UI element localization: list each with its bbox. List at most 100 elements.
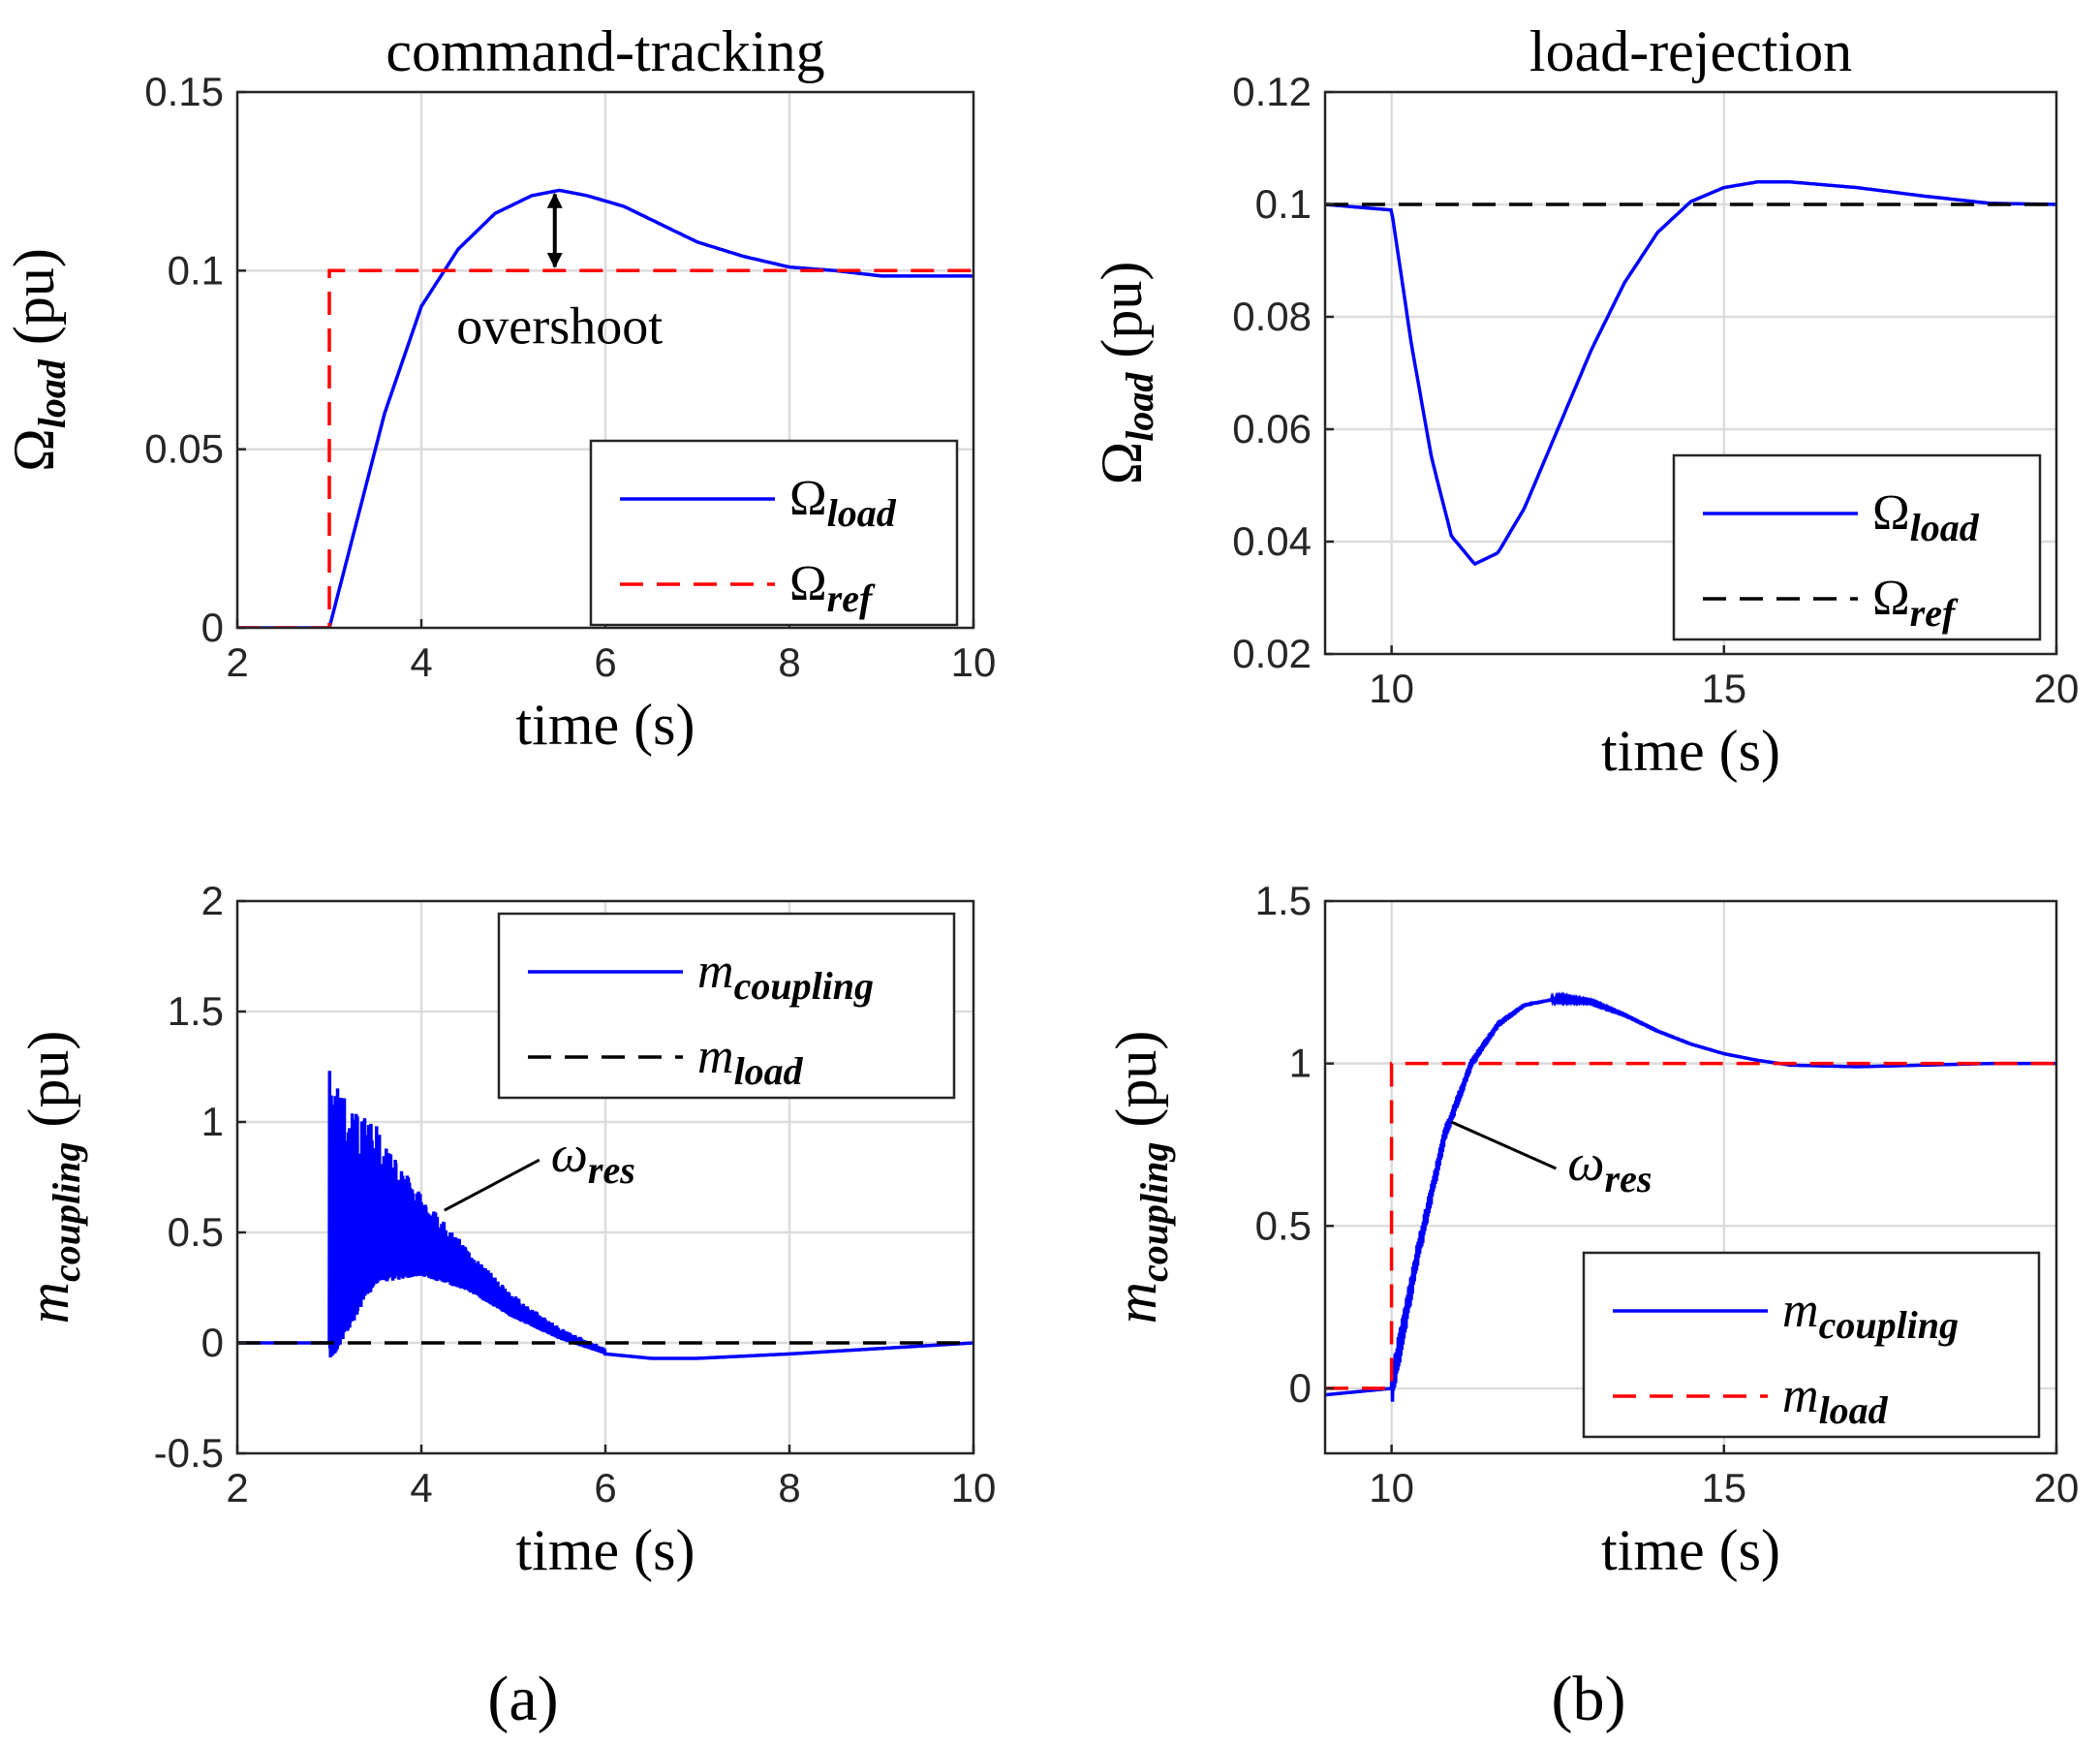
plot-area xyxy=(1325,180,2056,567)
resonance-pointer xyxy=(444,1158,540,1212)
x-tick-label-1: 15 xyxy=(1701,1465,1746,1510)
y-axis-label-unit: (pu) xyxy=(1104,1031,1168,1142)
y-tick-label-0: 0.02 xyxy=(1232,631,1312,676)
x-tick-label-4: 10 xyxy=(951,1465,997,1510)
legend-entry-main: Ω xyxy=(789,471,827,526)
x-tick-label-1: 15 xyxy=(1701,666,1746,711)
x-tick-label-1: 4 xyxy=(410,1465,432,1510)
y-axis-label-main: Ω xyxy=(1090,442,1154,485)
axes-frame xyxy=(1323,899,2058,1455)
axes-frame xyxy=(1323,90,2058,656)
y-axis-label: mcoupling (pu) xyxy=(1104,1031,1176,1324)
resonance-pointer xyxy=(1450,1120,1558,1170)
y-axis-label-sub: load xyxy=(1118,372,1161,442)
command-tracking-speed-chart: 2 4 6 8 10 0 0.05 0.1 0.15 time (s) Ωload (pu) comm… xyxy=(2,19,996,757)
x-axis-label: time (s) xyxy=(1601,1518,1780,1582)
panel-label-b: (b) xyxy=(1552,1664,1626,1734)
legend-entry-sub: load xyxy=(1910,506,1980,549)
legend-entry-main: m xyxy=(697,944,734,999)
y-axis-label-unit: (pu) xyxy=(2,248,66,359)
y-axis-label: mcoupling (pu) xyxy=(16,1031,88,1324)
legend-box xyxy=(1582,1251,2041,1439)
legend-entry-sub: load xyxy=(734,1049,804,1093)
x-tick-label-1: 4 xyxy=(410,639,432,685)
legend-box xyxy=(1672,453,2042,641)
y-axis-label-sub: coupling xyxy=(45,1142,88,1282)
y-tick-label-4: 1.5 xyxy=(168,988,224,1034)
overshoot-label: overshoot xyxy=(456,296,663,355)
plot-area xyxy=(1325,991,2056,1402)
x-tick-label-0: 10 xyxy=(1369,1465,1414,1510)
series-line-load xyxy=(237,188,973,628)
legend-entry-main: m xyxy=(1782,1368,1819,1423)
legend-entry-sub: load xyxy=(827,491,897,535)
y-axis-label-main: Ω xyxy=(2,428,66,472)
resonance-label-main: ω xyxy=(551,1125,588,1183)
legend-entry-ref: Ωref xyxy=(789,556,876,620)
y-axis-label-sub: coupling xyxy=(1132,1142,1176,1282)
resonance-label-sub: res xyxy=(588,1148,635,1192)
legend-entry-main: m xyxy=(1782,1283,1819,1338)
series-line-load xyxy=(1325,1061,2056,1390)
y-tick-label-1: 0.05 xyxy=(144,426,224,472)
legend-entry-main: Ω xyxy=(1872,571,1910,626)
x-tick-label-0: 10 xyxy=(1369,666,1414,711)
y-tick-label-2: 0.06 xyxy=(1232,406,1312,452)
y-tick-label-1: 0 xyxy=(201,1320,224,1365)
x-tick-label-2: 6 xyxy=(594,1465,616,1510)
y-tick-label-2: 0.1 xyxy=(168,247,224,293)
legend-entry-load: Ωload xyxy=(1872,485,1980,549)
x-tick-label-2: 20 xyxy=(2034,1465,2080,1510)
y-axis-label: Ωload (pu) xyxy=(2,248,74,472)
legend-entry-main: Ω xyxy=(1872,485,1910,541)
legend-box xyxy=(589,439,959,627)
x-axis-label: time (s) xyxy=(516,1518,695,1582)
chart-title: command-tracking xyxy=(386,19,824,83)
legend-entry-load: Ωload xyxy=(789,471,897,535)
y-tick-label-3: 1 xyxy=(201,1099,224,1144)
load-rejection-speed-chart: 10 15 20 0.02 0.04 0.06 0.08 0.1 0.12 time (s) Ωlo… xyxy=(1090,19,2079,783)
y-tick-label-3: 0.15 xyxy=(144,69,224,114)
x-axis-label: time (s) xyxy=(1601,719,1780,783)
y-axis-label-sub: load xyxy=(30,358,74,428)
legend-entry-ref: Ωref xyxy=(1872,571,1959,635)
y-axis-label-main: m xyxy=(16,1282,80,1324)
legend-entry-load: mload xyxy=(697,1029,804,1093)
panel-label-a: (a) xyxy=(487,1664,558,1734)
y-tick-label-5: 0.12 xyxy=(1232,69,1312,114)
plot-area xyxy=(237,1071,973,1360)
y-tick-label-5: 2 xyxy=(201,878,224,923)
y-axis-label-unit: (pu) xyxy=(16,1031,80,1142)
legend-box xyxy=(497,912,956,1100)
legend-entry-sub: coupling xyxy=(1819,1303,1959,1347)
x-tick-label-2: 6 xyxy=(594,639,616,685)
y-tick-label-0: 0 xyxy=(1289,1365,1312,1411)
legend-entry-coupling: mcoupling xyxy=(1782,1283,1959,1347)
resonance-label-sub: res xyxy=(1605,1157,1652,1200)
y-tick-label-4: 0.1 xyxy=(1255,181,1312,227)
x-tick-label-2: 20 xyxy=(2034,666,2080,711)
series-line-load xyxy=(1325,180,2056,567)
y-tick-label-3: 1.5 xyxy=(1255,878,1312,923)
legend-entry-sub: ref xyxy=(1910,591,1959,635)
legend-entry-main: Ω xyxy=(789,556,827,611)
legend-entry-sub: coupling xyxy=(734,964,874,1008)
x-tick-label-0: 2 xyxy=(226,1465,248,1510)
resonance-label-main: ω xyxy=(1567,1134,1604,1192)
y-tick-label-0: 0 xyxy=(201,605,224,650)
x-tick-label-3: 8 xyxy=(778,1465,800,1510)
y-tick-label-0: -0.5 xyxy=(154,1430,224,1476)
legend-entry-sub: ref xyxy=(827,576,876,620)
legend-entry-main: m xyxy=(697,1029,734,1084)
legend-entry-sub: load xyxy=(1819,1388,1889,1432)
y-tick-label-1: 0.04 xyxy=(1232,518,1312,564)
legend-entry-coupling: mcoupling xyxy=(697,944,874,1008)
x-tick-label-3: 8 xyxy=(778,639,800,685)
y-tick-label-2: 1 xyxy=(1289,1041,1312,1086)
y-tick-label-1: 0.5 xyxy=(1255,1202,1312,1248)
